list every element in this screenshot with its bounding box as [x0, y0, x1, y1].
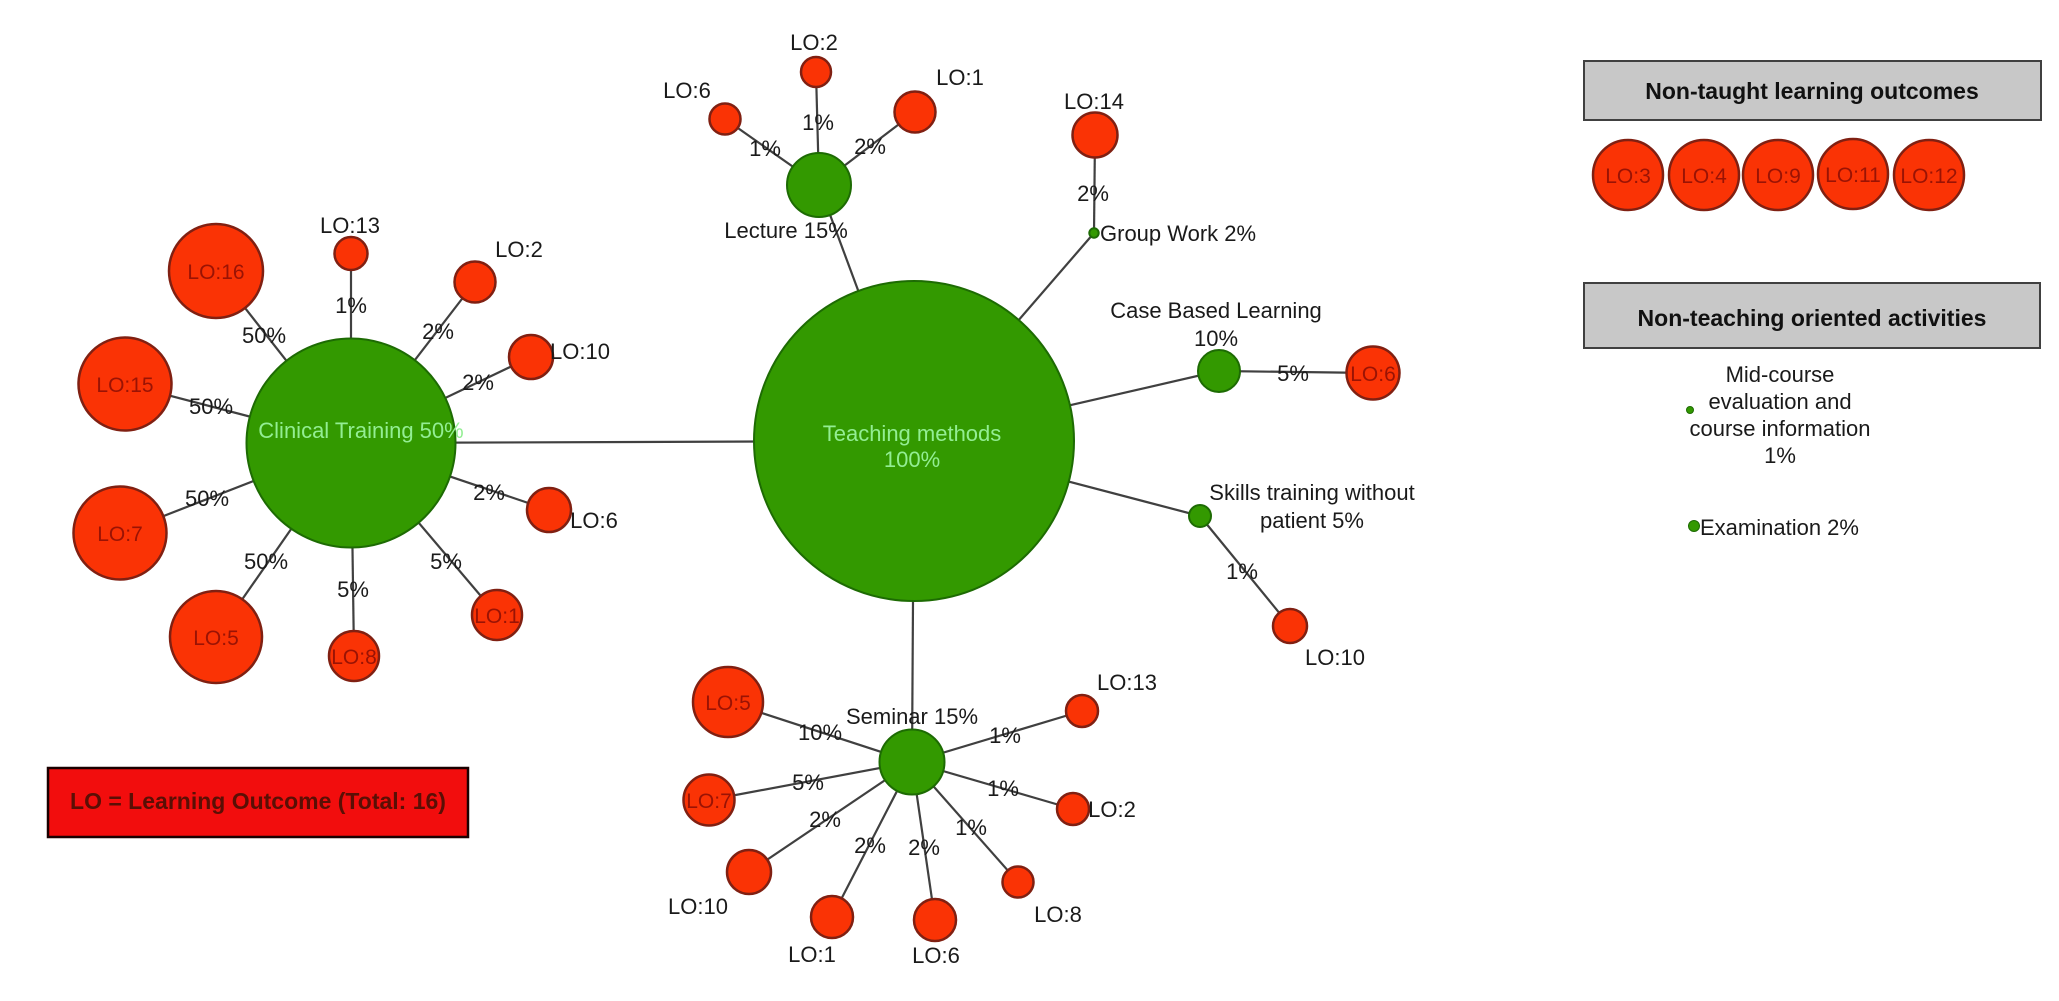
svg-text:2%: 2% [473, 480, 505, 505]
svg-text:2%: 2% [462, 370, 494, 395]
svg-text:50%: 50% [185, 486, 229, 511]
svg-text:LO:14: LO:14 [1064, 89, 1124, 114]
svg-text:LO:16: LO:16 [187, 261, 244, 284]
svg-text:Clinical Training 50%: Clinical Training 50% [258, 418, 463, 443]
svg-text:LO:2: LO:2 [790, 30, 838, 55]
svg-text:100%: 100% [884, 447, 940, 472]
svg-text:patient 5%: patient 5% [1260, 508, 1364, 533]
svg-text:Group Work 2%: Group Work 2% [1100, 221, 1256, 246]
svg-text:LO:8: LO:8 [1034, 902, 1082, 927]
svg-text:LO:9: LO:9 [1755, 165, 1801, 188]
svg-text:10%: 10% [798, 720, 842, 745]
svg-text:5%: 5% [1277, 361, 1309, 386]
svg-text:1%: 1% [802, 110, 834, 135]
svg-text:LO:10: LO:10 [1305, 645, 1365, 670]
svg-text:2%: 2% [854, 134, 886, 159]
svg-text:LO:6: LO:6 [570, 508, 618, 533]
svg-text:LO:7: LO:7 [97, 523, 143, 546]
svg-text:course information: course information [1690, 416, 1871, 441]
svg-text:1%: 1% [335, 293, 367, 318]
svg-text:1%: 1% [987, 776, 1019, 801]
svg-text:10%: 10% [1194, 326, 1238, 351]
svg-text:LO:15: LO:15 [96, 374, 153, 397]
svg-text:Teaching methods: Teaching methods [823, 421, 1002, 446]
svg-text:Skills training without: Skills training without [1209, 480, 1414, 505]
svg-text:2%: 2% [908, 835, 940, 860]
svg-text:LO:1: LO:1 [474, 605, 520, 628]
svg-text:5%: 5% [792, 770, 824, 795]
svg-text:LO:6: LO:6 [1350, 363, 1396, 386]
svg-text:1%: 1% [749, 136, 781, 161]
svg-text:50%: 50% [244, 549, 288, 574]
svg-text:2%: 2% [1077, 181, 1109, 206]
svg-text:LO:10: LO:10 [550, 339, 610, 364]
svg-text:Case Based Learning: Case Based Learning [1110, 298, 1322, 323]
svg-text:1%: 1% [989, 723, 1021, 748]
svg-text:50%: 50% [242, 323, 286, 348]
svg-text:2%: 2% [809, 807, 841, 832]
svg-text:LO:4: LO:4 [1681, 165, 1727, 188]
svg-text:LO:13: LO:13 [1097, 670, 1157, 695]
svg-text:50%: 50% [189, 394, 233, 419]
svg-text:5%: 5% [337, 577, 369, 602]
svg-text:Non-taught learning outcomes: Non-taught learning outcomes [1645, 78, 1979, 104]
svg-text:Seminar 15%: Seminar 15% [846, 704, 978, 729]
svg-text:LO:2: LO:2 [495, 237, 543, 262]
svg-text:LO:1: LO:1 [788, 942, 836, 967]
svg-text:Lecture 15%: Lecture 15% [724, 218, 848, 243]
svg-text:LO:5: LO:5 [705, 692, 751, 715]
svg-text:evaluation and: evaluation and [1708, 389, 1851, 414]
svg-text:LO:6: LO:6 [912, 943, 960, 968]
svg-text:LO:7: LO:7 [686, 790, 732, 813]
svg-text:LO:6: LO:6 [663, 78, 711, 103]
svg-text:LO:13: LO:13 [320, 213, 380, 238]
svg-text:1%: 1% [955, 815, 987, 840]
svg-text:LO = Learning Outcome (Total:: LO = Learning Outcome (Total: 16) [70, 788, 446, 814]
svg-text:2%: 2% [854, 833, 886, 858]
svg-text:LO:8: LO:8 [331, 646, 377, 669]
svg-text:LO:11: LO:11 [1825, 164, 1881, 187]
svg-text:Mid-course: Mid-course [1726, 362, 1835, 387]
svg-text:2%: 2% [422, 319, 454, 344]
svg-text:5%: 5% [430, 549, 462, 574]
svg-text:LO:1: LO:1 [936, 65, 984, 90]
svg-text:1%: 1% [1764, 443, 1796, 468]
svg-text:LO:3: LO:3 [1605, 165, 1651, 188]
svg-text:Non-teaching oriented activiti: Non-teaching oriented activities [1638, 305, 1987, 331]
svg-text:LO:12: LO:12 [1900, 165, 1957, 188]
svg-text:LO:10: LO:10 [668, 894, 728, 919]
svg-text:LO:5: LO:5 [193, 627, 239, 650]
svg-text:Examination 2%: Examination 2% [1700, 515, 1859, 540]
svg-text:1%: 1% [1226, 559, 1258, 584]
svg-text:LO:2: LO:2 [1088, 797, 1136, 822]
